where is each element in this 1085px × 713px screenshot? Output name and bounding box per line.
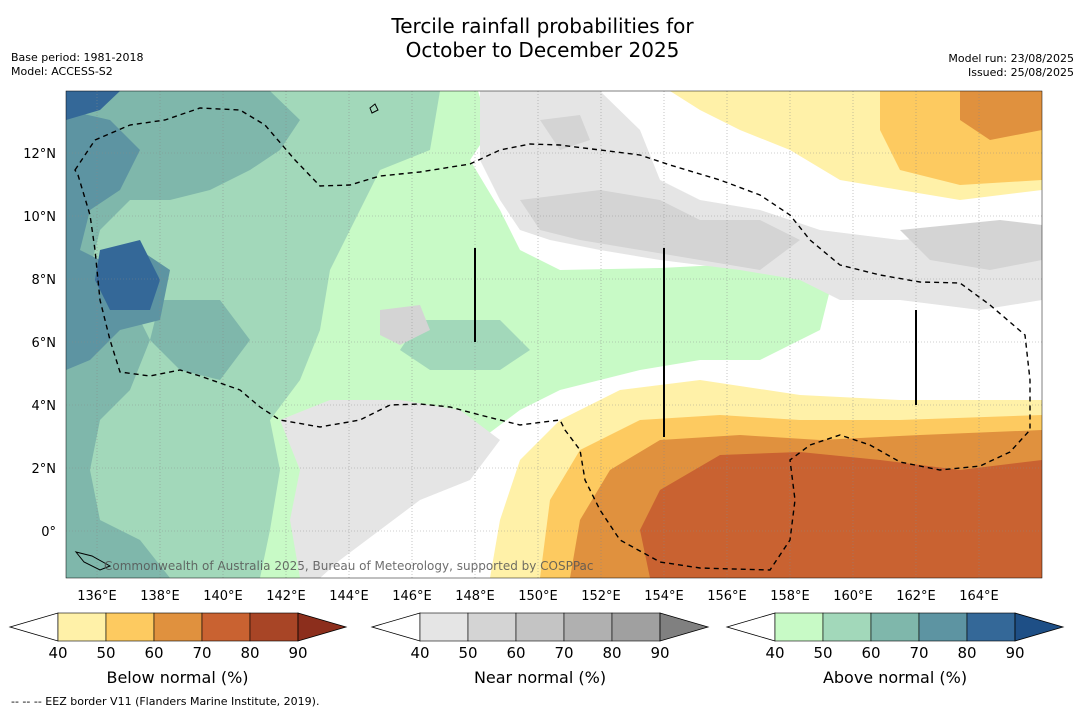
above-normal-50-patch	[400, 320, 530, 370]
below-normal-label: Below normal (%)	[106, 668, 249, 687]
island-outline	[74, 103, 379, 571]
lon-tick-label: 160°E	[833, 589, 873, 604]
eez-footnote: -- -- -- EEZ border V11 (Flanders Marine…	[11, 695, 320, 708]
near-normal-50	[520, 190, 800, 270]
model-info: Base period: 1981-2018 Model: ACCESS-S2	[11, 51, 143, 79]
copyright-text: Commonwealth of Australia 2025, Bureau o…	[104, 559, 594, 573]
model-name: Model: ACCESS-S2	[11, 65, 113, 78]
colorbar-low-arrow	[8, 612, 59, 642]
eez-border	[74, 107, 1031, 571]
lat-tick-label: 0°	[41, 525, 56, 540]
latitude-ticks: 12°N 10°N 8°N 6°N 4°N 2°N 0°	[23, 147, 56, 540]
lon-tick-label: 142°E	[266, 589, 306, 604]
colorbar-tick-label: 70	[554, 644, 573, 662]
colorbar-segment	[870, 612, 920, 642]
lon-tick-label: 154°E	[644, 589, 684, 604]
colorbar-high-arrow	[297, 612, 348, 642]
colorbar-segment	[774, 612, 824, 642]
near-normal-50-east	[900, 220, 1042, 270]
colorbar-tick-label: 90	[650, 644, 669, 662]
colorbar-tick-label: 80	[957, 644, 976, 662]
lat-tick-label: 8°N	[32, 273, 57, 288]
model-run-date: Model run: 23/08/2025	[948, 52, 1074, 65]
near-normal-50-small	[380, 115, 590, 345]
colorbar-tick-label: 60	[861, 644, 880, 662]
above-normal-60-patch	[150, 300, 250, 380]
lon-tick-label: 156°E	[707, 589, 747, 604]
colorbars: 40 50 60 70 80 90 40 50 60 70 80 90 40 50 60 70 80 90	[8, 612, 1065, 662]
colorbar-segment	[153, 612, 203, 642]
colorbar-high-arrow	[659, 612, 710, 642]
lon-tick-label: 140°E	[203, 589, 243, 604]
lat-tick-label: 6°N	[32, 336, 57, 351]
colorbar-tick-label: 90	[1005, 644, 1024, 662]
lon-tick-label: 136°E	[77, 589, 117, 604]
above-normal-50	[66, 91, 440, 578]
title-line-2: October to December 2025	[405, 38, 680, 62]
lon-tick-label: 150°E	[518, 589, 558, 604]
near-normal-40	[480, 91, 1042, 310]
lon-tick-label: 138°E	[140, 589, 180, 604]
longitude-ticks: 136°E 138°E 140°E 142°E 144°E 146°E 148°E 150°E…	[77, 589, 999, 604]
map-frame	[65, 90, 1043, 579]
colorbar-tick-label: 90	[288, 644, 307, 662]
lon-tick-label: 146°E	[392, 589, 432, 604]
colorbar-tick-label: 80	[602, 644, 621, 662]
colorbar-tick-label: 40	[765, 644, 784, 662]
lat-tick-label: 4°N	[32, 399, 57, 414]
colorbar-segment	[105, 612, 155, 642]
issued-date: Issued: 25/08/2025	[967, 66, 1074, 79]
colorbar-segment	[822, 612, 872, 642]
colorbar-tick-label: 50	[96, 644, 115, 662]
lon-tick-label: 148°E	[455, 589, 495, 604]
colorbar-high-arrow	[1014, 612, 1065, 642]
colorbar-segment	[563, 612, 613, 642]
colorbar-segment	[611, 612, 661, 642]
colorbar-low-arrow	[725, 612, 776, 642]
colorbar-segment	[249, 612, 299, 642]
colorbar-tick-label: 40	[410, 644, 429, 662]
colorbar-tick-label: 60	[144, 644, 163, 662]
title-line-1: Tercile rainfall probabilities for	[391, 14, 694, 38]
lon-tick-label: 162°E	[896, 589, 936, 604]
below-normal-70	[640, 452, 1042, 578]
colorbar-tick-label: 50	[813, 644, 832, 662]
colorbar-segment	[201, 612, 251, 642]
lat-tick-label: 12°N	[23, 147, 56, 162]
lat-tick-label: 10°N	[23, 210, 56, 225]
colorbar-tick-label: 70	[192, 644, 211, 662]
colorbar-segment	[966, 612, 1016, 642]
run-info: Model run: 23/08/2025 Issued: 25/08/2025	[948, 52, 1074, 80]
colorbar-segment	[57, 612, 107, 642]
colorbar-2: 40 50 60 70 80 90	[725, 612, 1065, 662]
lon-tick-label: 144°E	[329, 589, 369, 604]
colorbar-segment	[515, 612, 565, 642]
colorbar-segment	[918, 612, 968, 642]
colorbar-tick-label: 80	[240, 644, 259, 662]
colorbar-tick-label: 60	[506, 644, 525, 662]
near-normal-40-south	[280, 400, 500, 578]
colorbar-1: 40 50 60 70 80 90	[370, 612, 710, 662]
lon-tick-label: 152°E	[581, 589, 621, 604]
lat-tick-label: 2°N	[32, 462, 57, 477]
below-normal-60-north	[960, 91, 1042, 140]
lon-tick-label: 164°E	[959, 589, 999, 604]
lon-tick-label: 158°E	[770, 589, 810, 604]
above-normal-80	[66, 91, 160, 310]
colorbar-tick-label: 70	[909, 644, 928, 662]
colorbar-segment	[419, 612, 469, 642]
colorbar-0: 40 50 60 70 80 90	[8, 612, 348, 662]
near-normal-label: Near normal (%)	[473, 668, 607, 687]
chart-title: Tercile rainfall probabilities for Octob…	[0, 14, 1085, 62]
colorbar-segment	[467, 612, 517, 642]
colorbar-tick-label: 50	[458, 644, 477, 662]
colorbar-low-arrow	[370, 612, 421, 642]
above-normal-label: Above normal (%)	[822, 668, 968, 687]
base-period: Base period: 1981-2018	[11, 51, 144, 64]
probability-shading	[66, 91, 1042, 578]
colorbar-tick-label: 40	[48, 644, 67, 662]
